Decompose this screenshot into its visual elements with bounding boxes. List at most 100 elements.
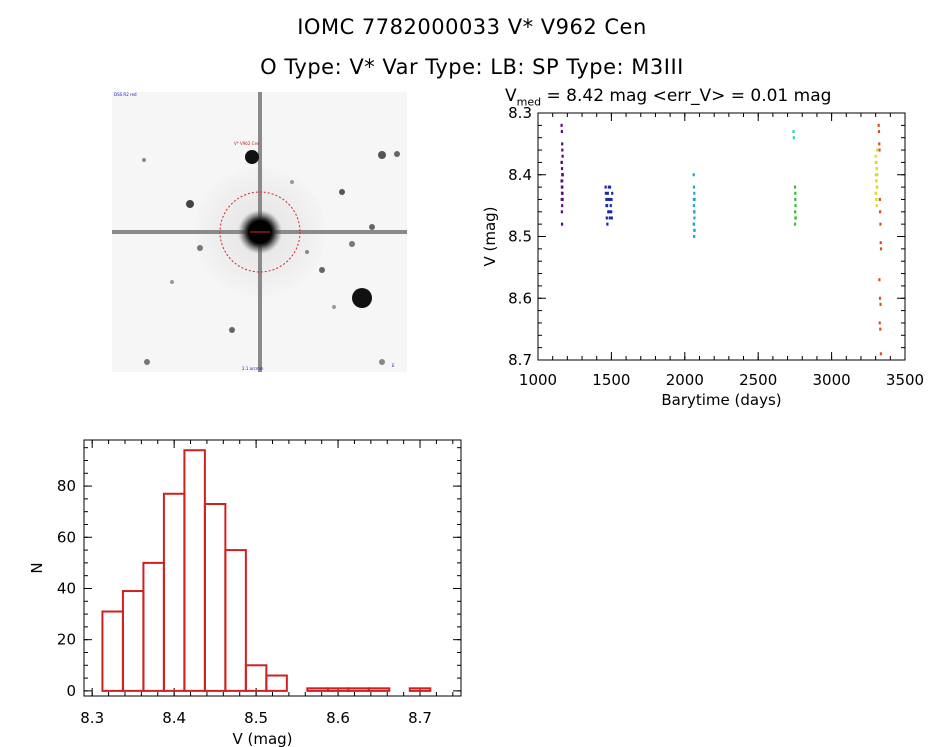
y-tick-label: 60 [57, 528, 76, 546]
data-point [875, 167, 879, 171]
data-point [792, 136, 795, 140]
x-tick-label: 8.6 [326, 709, 350, 727]
data-point [608, 216, 611, 220]
data-point [605, 216, 608, 220]
field-star [319, 267, 325, 273]
data-point [693, 235, 696, 238]
data-point [875, 197, 878, 201]
data-point [561, 197, 564, 201]
data-point [561, 173, 564, 177]
survey-label: DSS R2 red [114, 92, 137, 97]
data-point [561, 191, 564, 195]
data-point [608, 210, 611, 214]
data-point [876, 148, 879, 152]
field-star [170, 280, 174, 284]
data-point [604, 191, 608, 195]
sky-image-panel: DSS R2 red V* V962 Cen N E 2.1 arcmin [112, 92, 407, 372]
data-point [875, 179, 878, 183]
data-point [875, 167, 879, 171]
east-label: E [392, 363, 395, 368]
data-point [875, 179, 878, 183]
data-point [560, 197, 563, 201]
data-point [561, 142, 564, 146]
data-point [879, 210, 882, 214]
data-point [874, 160, 878, 164]
data-point [692, 197, 695, 201]
y-tick-label: 40 [57, 579, 76, 597]
data-point [561, 173, 564, 177]
y-tick-label: 8.7 [508, 351, 532, 369]
data-point [878, 142, 881, 146]
x-tick-label: 2000 [666, 371, 704, 389]
histogram-frame [83, 439, 462, 697]
data-point [879, 327, 882, 331]
data-point [875, 173, 878, 177]
data-point [610, 197, 613, 201]
field-star [394, 151, 400, 157]
histogram-bar [408, 687, 432, 692]
data-point [610, 216, 613, 220]
data-point [794, 216, 797, 220]
histogram-bar [326, 687, 350, 692]
field-star [144, 359, 150, 365]
data-point [560, 185, 563, 189]
field-star [378, 151, 386, 159]
data-point [560, 160, 563, 164]
data-point [875, 185, 878, 189]
histogram-bar [367, 687, 391, 692]
data-point [692, 204, 695, 208]
x-tick-label: 8.4 [162, 709, 186, 727]
data-point [560, 167, 564, 171]
data-point [693, 216, 696, 220]
data-point [610, 210, 613, 214]
data-point [560, 130, 563, 134]
data-point [875, 185, 879, 189]
y-axis-label: N [28, 562, 46, 573]
x-axis-label: V (mag) [232, 730, 292, 747]
data-point [606, 222, 609, 226]
histogram-bar [162, 492, 186, 692]
data-point [693, 228, 696, 232]
data-point [794, 197, 797, 201]
field-star [197, 245, 203, 251]
x-tick-label: 8.7 [408, 709, 432, 727]
data-point [879, 241, 882, 245]
data-point [875, 197, 878, 201]
field-star [379, 359, 385, 365]
data-point [877, 130, 881, 134]
data-point [605, 204, 609, 208]
data-point [560, 160, 563, 164]
data-point [693, 210, 696, 214]
field-star [352, 288, 372, 308]
x-tick-label: 3000 [813, 371, 851, 389]
data-point [879, 302, 882, 306]
y-tick-label: 80 [57, 477, 76, 495]
field-star [186, 200, 194, 208]
y-axis-label: V (mag) [481, 206, 499, 266]
data-point [793, 222, 797, 226]
data-point [875, 160, 878, 164]
data-point [604, 185, 607, 189]
data-point [874, 173, 877, 177]
x-tick-label: 1000 [519, 371, 557, 389]
data-point [692, 185, 696, 189]
data-point [693, 210, 696, 214]
field-star [369, 224, 375, 230]
field-star [290, 180, 294, 184]
histogram-bar [347, 687, 370, 692]
data-point [875, 179, 878, 183]
data-point [793, 185, 797, 189]
field-star [142, 158, 146, 162]
field-star [332, 305, 336, 309]
data-point [561, 148, 564, 152]
field-star [245, 150, 259, 164]
data-point [794, 216, 797, 220]
x-tick-label: 2500 [739, 371, 777, 389]
object-title: IOMC 7782000033 V* V962 Cen [297, 15, 647, 39]
data-point [693, 228, 696, 232]
lightcurve-title: Vmed = 8.42 mag <err_V> = 0.01 mag [505, 86, 832, 109]
data-point [561, 179, 564, 183]
data-point [609, 197, 612, 201]
data-point [605, 204, 608, 208]
y-tick-label: 0 [66, 682, 76, 700]
